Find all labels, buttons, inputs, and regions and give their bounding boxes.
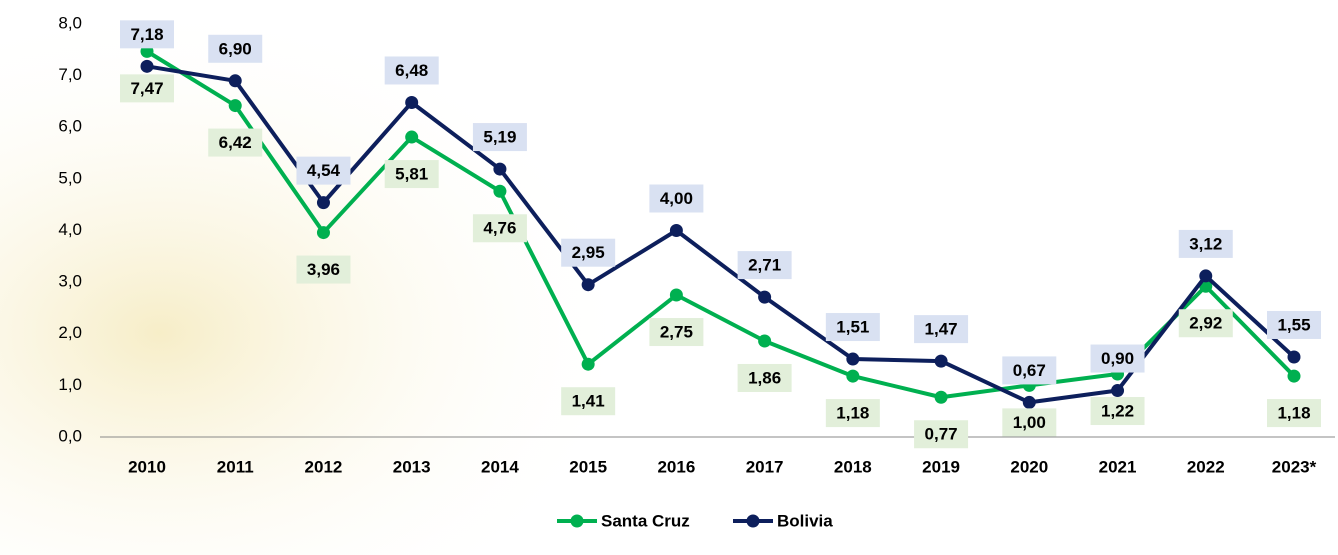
marker bbox=[582, 278, 595, 291]
y-tick-label: 0,0 bbox=[58, 426, 82, 445]
marker bbox=[1199, 269, 1212, 282]
data-label: 0,67 bbox=[1013, 361, 1046, 380]
x-tick-label: 2017 bbox=[746, 457, 784, 476]
marker bbox=[1288, 370, 1301, 383]
data-label: 6,48 bbox=[395, 61, 428, 80]
legend-label: Bolivia bbox=[777, 511, 833, 530]
y-tick-label: 6,0 bbox=[58, 117, 82, 136]
x-tick-label: 2010 bbox=[128, 457, 166, 476]
x-tick-label: 2011 bbox=[217, 457, 254, 476]
data-label: 0,90 bbox=[1101, 349, 1134, 368]
x-tick-label: 2013 bbox=[393, 457, 431, 476]
marker bbox=[670, 224, 683, 237]
data-label: 6,90 bbox=[219, 39, 252, 58]
data-label: 1,22 bbox=[1101, 402, 1134, 421]
data-label: 2,95 bbox=[572, 243, 605, 262]
marker bbox=[846, 370, 859, 383]
y-tick-label: 7,0 bbox=[58, 65, 82, 84]
x-tick-label: 2020 bbox=[1010, 457, 1048, 476]
x-tick-label: 2023* bbox=[1272, 457, 1317, 476]
chart: 0,0 1,0 2,0 3,0 4,0 5,0 6,0 7,0 8,0 2010 2011 2012 2… bbox=[0, 0, 1338, 555]
data-label: 1,55 bbox=[1277, 315, 1310, 334]
data-label: 7,18 bbox=[130, 25, 163, 44]
data-label: 2,92 bbox=[1189, 314, 1222, 333]
data-label: 2,71 bbox=[748, 256, 781, 275]
x-tick-label: 2014 bbox=[481, 457, 519, 476]
y-tick-label: 2,0 bbox=[58, 323, 82, 342]
x-tick-label: 2022 bbox=[1187, 457, 1225, 476]
marker bbox=[758, 334, 771, 347]
marker bbox=[317, 196, 330, 209]
marker bbox=[670, 289, 683, 302]
marker bbox=[935, 355, 948, 368]
data-label: 5,19 bbox=[483, 128, 516, 147]
legend-label: Santa Cruz bbox=[601, 511, 690, 530]
legend-marker bbox=[747, 515, 760, 528]
x-tick-label: 2021 bbox=[1099, 457, 1137, 476]
marker bbox=[493, 163, 506, 176]
y-tick-label: 1,0 bbox=[58, 375, 82, 394]
marker bbox=[1111, 384, 1124, 397]
data-label: 1,18 bbox=[1277, 404, 1310, 423]
marker bbox=[493, 185, 506, 198]
data-label: 4,76 bbox=[483, 219, 516, 238]
marker bbox=[405, 131, 418, 144]
data-label: 1,51 bbox=[836, 318, 869, 337]
legend-marker bbox=[571, 515, 584, 528]
data-label: 7,47 bbox=[130, 79, 163, 98]
y-tick-label: 3,0 bbox=[58, 272, 82, 291]
x-tick-label: 2019 bbox=[922, 457, 960, 476]
marker bbox=[935, 391, 948, 404]
data-label: 1,41 bbox=[572, 392, 605, 411]
data-label: 1,18 bbox=[836, 404, 869, 423]
data-label: 4,54 bbox=[307, 161, 341, 180]
data-label: 0,77 bbox=[925, 425, 958, 444]
data-label: 1,47 bbox=[925, 320, 958, 339]
marker bbox=[1023, 396, 1036, 409]
x-tick-label: 2016 bbox=[657, 457, 695, 476]
data-label: 1,86 bbox=[748, 368, 781, 387]
x-tick-label: 2012 bbox=[305, 457, 343, 476]
marker bbox=[582, 358, 595, 371]
data-label: 4,00 bbox=[660, 189, 693, 208]
data-label: 6,42 bbox=[219, 133, 252, 152]
data-label: 1,00 bbox=[1013, 413, 1046, 432]
marker bbox=[405, 96, 418, 109]
marker bbox=[1288, 350, 1301, 363]
marker bbox=[317, 226, 330, 239]
x-tick-label: 2018 bbox=[834, 457, 872, 476]
data-label: 5,81 bbox=[395, 165, 428, 184]
marker bbox=[229, 74, 242, 87]
marker bbox=[229, 99, 242, 112]
y-tick-label: 5,0 bbox=[58, 168, 82, 187]
marker bbox=[141, 60, 154, 73]
data-label: 2,75 bbox=[660, 323, 693, 342]
data-label: 3,96 bbox=[307, 260, 340, 279]
y-tick-label: 8,0 bbox=[58, 13, 82, 32]
x-tick-label: 2015 bbox=[569, 457, 607, 476]
data-label: 3,12 bbox=[1189, 234, 1222, 253]
marker bbox=[846, 353, 859, 366]
y-tick-label: 4,0 bbox=[58, 220, 82, 239]
marker bbox=[758, 291, 771, 304]
